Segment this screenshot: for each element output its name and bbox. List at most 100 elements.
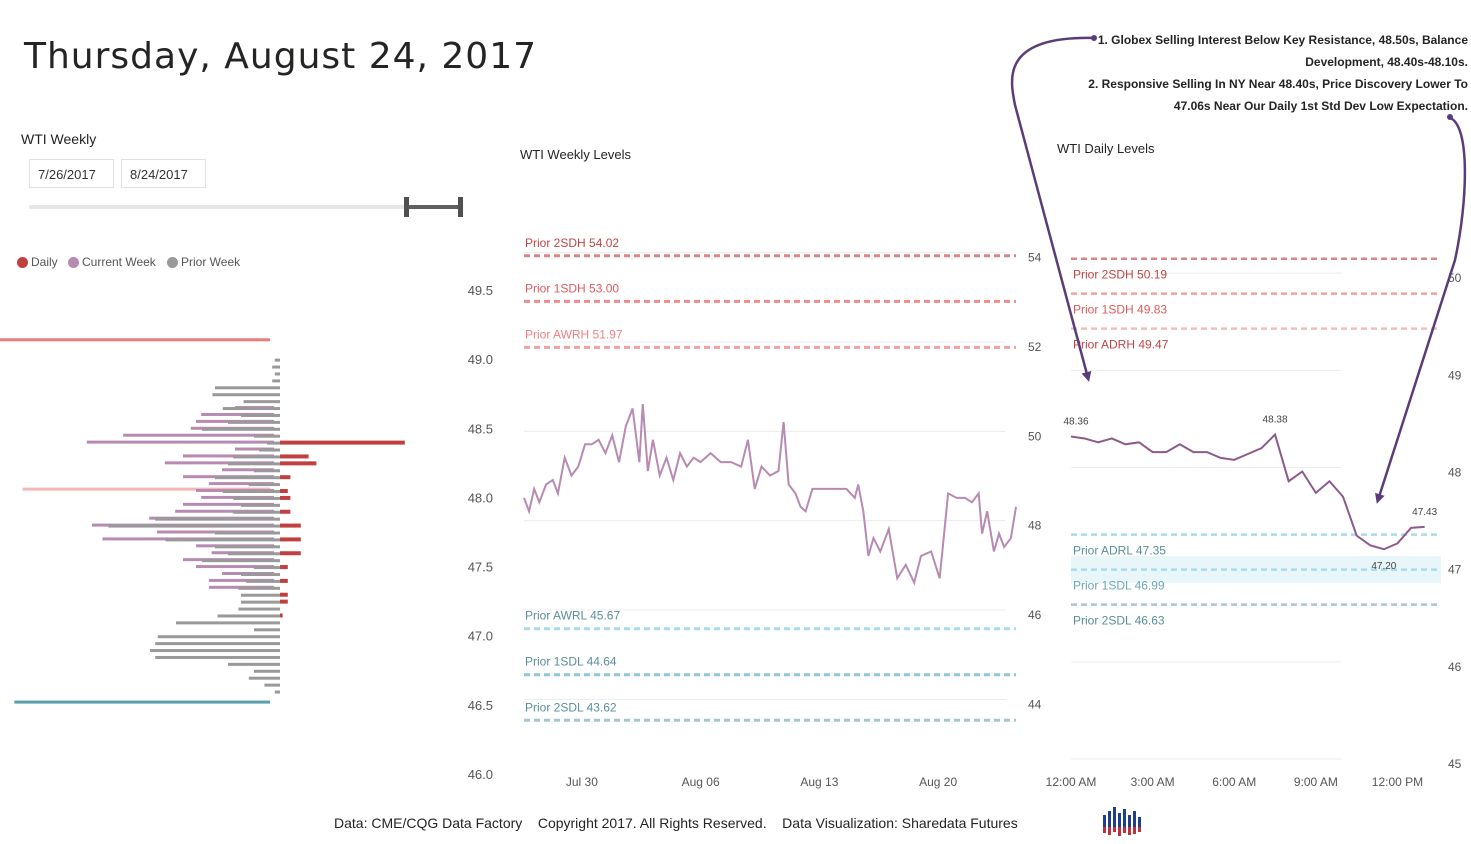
y-tick-label: 46 xyxy=(1448,660,1462,674)
footer-credits: Data: CME/CQG Data Factory Copyright 201… xyxy=(334,815,1018,831)
daily-bar xyxy=(280,509,291,514)
price-series-line xyxy=(523,403,1017,586)
current-week-bar xyxy=(201,412,274,416)
prior-week-bar xyxy=(217,614,280,618)
legend-label: Current Week xyxy=(82,255,156,269)
prior-week-bar xyxy=(165,538,280,542)
prior-week-bar xyxy=(155,642,280,646)
prior-week-bar xyxy=(254,628,280,632)
annotation-line: Development, 48.40s-48.10s. xyxy=(1305,55,1468,69)
level-label: Prior 1SDL 46.99 xyxy=(1073,579,1165,593)
legend-item-current-week[interactable]: Current Week xyxy=(68,255,156,269)
prior-week-bar xyxy=(254,669,280,673)
prior-week-bar xyxy=(215,545,280,549)
prior-week-bar xyxy=(233,510,280,514)
prior-week-bar xyxy=(238,607,280,611)
weekly-levels-chart: 54 52 50 48 46 44 Prior 2SDH 54.02 Prior 1SDH 5… xyxy=(523,236,1042,789)
daily-bar xyxy=(280,613,283,618)
prior-week-bar xyxy=(241,413,280,417)
level-label: Prior 1SDH 49.83 xyxy=(1073,303,1167,317)
prior-week-bar xyxy=(241,600,280,604)
current-week-bar xyxy=(209,482,274,486)
y-tick-label: 47.0 xyxy=(468,629,493,644)
prior-week-bar xyxy=(222,490,280,494)
prior-week-bar xyxy=(176,621,280,625)
prior-week-bar xyxy=(246,579,280,583)
sharedata-logo-icon xyxy=(1103,807,1141,836)
prior-week-bar xyxy=(228,420,280,424)
date-slider-range xyxy=(406,205,461,209)
date-slider-track[interactable] xyxy=(29,205,461,209)
daily-bar xyxy=(280,475,291,480)
legend-label: Prior Week xyxy=(181,255,241,269)
level-label: Prior AWRL 45.67 xyxy=(525,609,620,623)
legend-dot-icon xyxy=(167,256,178,268)
prior-week-bar xyxy=(233,455,280,459)
prior-week-bar xyxy=(215,476,280,480)
prior-week-bar xyxy=(157,635,280,639)
current-week-bar xyxy=(123,433,274,437)
daily-bar xyxy=(280,565,288,570)
prior-week-bar xyxy=(155,517,280,521)
prior-week-bar xyxy=(241,593,280,597)
legend-item-prior-week[interactable]: Prior Week xyxy=(167,255,240,269)
prior-week-bar xyxy=(241,503,280,507)
x-tick-label: 3:00 AM xyxy=(1131,775,1175,789)
daily-bar xyxy=(280,495,291,500)
x-tick-label: 12:00 PM xyxy=(1372,775,1423,789)
prior-week-bar xyxy=(243,400,280,404)
prior-week-bar xyxy=(259,448,280,452)
annotation-line: 47.06s Near Our Daily 1st Std Dev Low Ex… xyxy=(1173,99,1468,113)
prior-week-bar xyxy=(267,441,280,445)
daily-bar xyxy=(280,537,301,542)
prior-week-bar xyxy=(254,469,280,473)
y-tick-label: 46.5 xyxy=(468,698,493,713)
current-week-bar xyxy=(196,565,274,569)
level-label: Prior AWRH 51.97 xyxy=(525,327,623,341)
daily-bar xyxy=(280,551,301,556)
current-week-bar xyxy=(209,578,274,582)
prior-week-bar xyxy=(241,572,280,576)
end-date-input[interactable]: 8/24/2017 xyxy=(121,159,206,188)
profile-reference-line xyxy=(0,338,270,342)
x-tick-label: 9:00 AM xyxy=(1294,775,1338,789)
x-tick-label: 12:00 AM xyxy=(1046,775,1097,789)
y-tick-label: 46.0 xyxy=(468,767,493,782)
y-tick-label: 45 xyxy=(1448,757,1462,771)
y-tick-label: 49.0 xyxy=(468,352,493,367)
slicer-title: WTI Weekly xyxy=(21,131,97,147)
x-tick-label: Aug 06 xyxy=(682,775,720,789)
prior-week-bar xyxy=(150,649,280,653)
current-week-bar xyxy=(175,509,274,513)
prior-week-bar xyxy=(108,524,281,528)
slider-handle-start[interactable] xyxy=(404,197,409,217)
prior-week-bar xyxy=(212,393,280,397)
y-tick-label: 50 xyxy=(1028,429,1042,443)
prior-week-bar xyxy=(215,531,280,535)
level-label: Prior ADRH 49.47 xyxy=(1073,338,1169,352)
daily-bar xyxy=(280,523,301,528)
daily-bar xyxy=(280,599,288,604)
page-title: Thursday, August 24, 2017 xyxy=(24,36,538,77)
prior-week-bar xyxy=(272,379,280,383)
daily-bar xyxy=(280,578,288,583)
annotation-line: 1. Globex Selling Interest Below Key Res… xyxy=(1097,33,1468,47)
y-tick-label: 46 xyxy=(1028,608,1042,622)
data-label: 48.36 xyxy=(1063,417,1088,428)
commentary-box: 1. Globex Selling Interest Below Key Res… xyxy=(1008,29,1468,117)
y-tick-label: 47 xyxy=(1448,563,1462,577)
level-label: Prior 1SDL 44.64 xyxy=(525,655,617,669)
slider-handle-end[interactable] xyxy=(458,197,463,217)
daily-bar xyxy=(280,592,288,597)
data-label: 47.43 xyxy=(1412,507,1437,518)
level-label: Prior 2SDL 43.62 xyxy=(525,700,617,714)
legend-item-daily[interactable]: Daily xyxy=(17,255,58,269)
volume-profile-chart: 49.5 49.0 48.5 48.0 47.5 47.0 46.5 46.0 xyxy=(0,283,493,782)
start-date-input[interactable]: 7/26/2017 xyxy=(29,159,114,188)
level-label: Prior ADRL 47.35 xyxy=(1073,544,1166,558)
daily-bar xyxy=(280,454,309,459)
prior-week-bar xyxy=(274,372,280,376)
current-week-bar xyxy=(183,454,274,458)
